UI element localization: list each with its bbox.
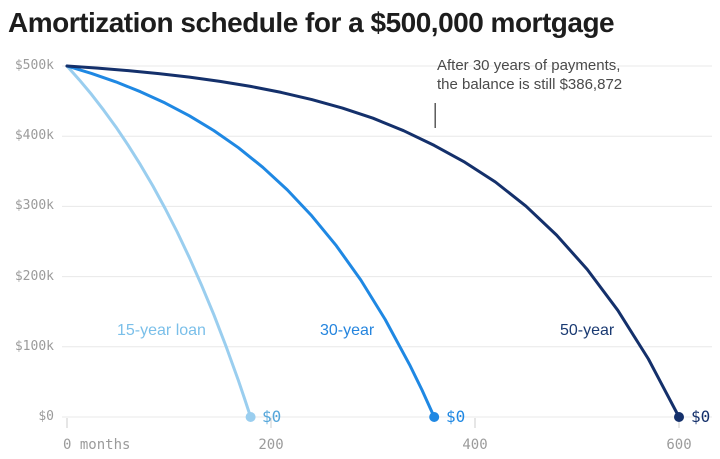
series-line-loan-50 [65,64,681,419]
annotation-line-2: the balance is still $386,872 [437,76,623,93]
end-value-label-15-year: $0 [262,407,282,426]
series-label-50-year: 50-year [560,322,615,339]
end-value-label-50-year: $0 [691,407,711,426]
series-line-loan-30 [65,64,436,419]
annotation: After 30 years of payments, the balance … [437,56,622,94]
series-endpoint-dot-loan-50 [674,412,684,422]
annotation-line-1: After 30 years of payments, [437,57,621,74]
series-line-loan-15 [65,64,253,419]
series-label-15-year-loan: 15-year loan [117,322,206,339]
series-endpoint-dot-loan-30 [429,412,440,422]
chart-title: Amortization schedule for a $500,000 mor… [8,7,615,38]
series-label-30-year: 30-year [320,322,375,339]
end-value-label-30-year: $0 [446,407,466,426]
series-endpoint-dot-loan-15 [245,412,256,422]
